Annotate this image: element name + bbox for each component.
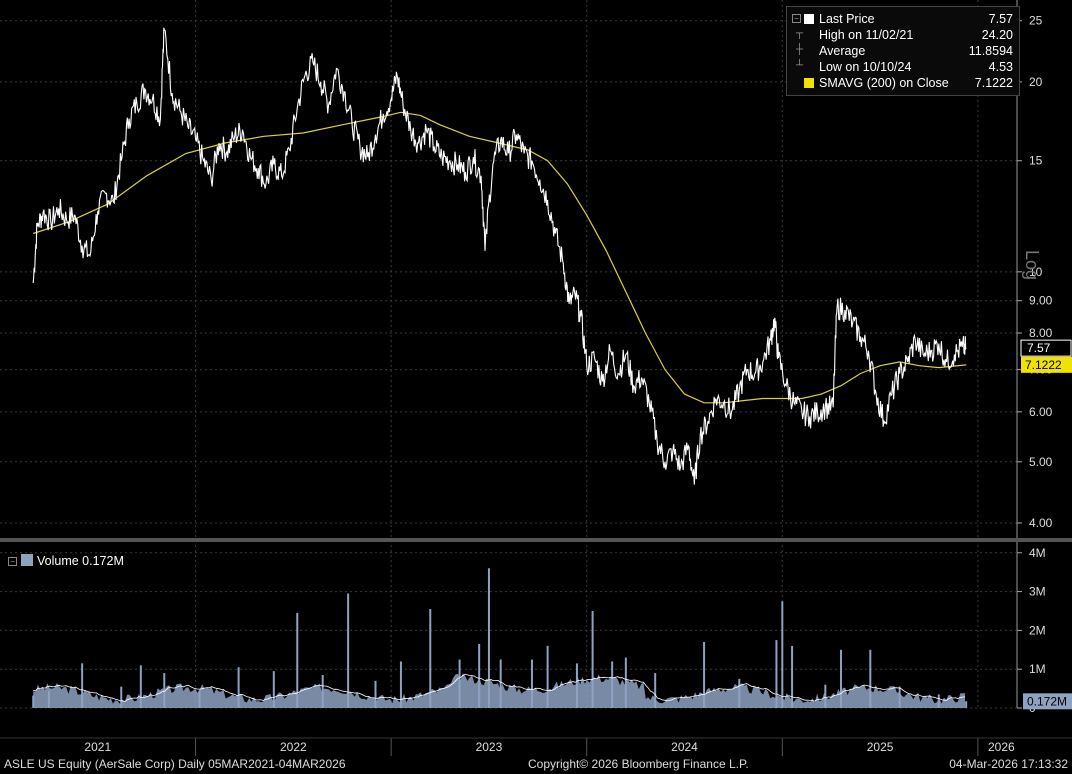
volume-tick-label: 4M [1029, 546, 1046, 560]
collapse-icon[interactable]: − [792, 14, 801, 23]
year-tick-label: 2022 [280, 740, 307, 754]
high-label: High on 11/02/21 [819, 28, 914, 42]
average-marker-icon: ┼ [796, 44, 804, 55]
volume-legend-label: Volume 0.172M [37, 554, 124, 568]
price-tick-label: 5.00 [1029, 455, 1053, 469]
legend-low: ┴ Low on 10/10/24 4.53 [787, 60, 1019, 76]
high-value: 24.20 [981, 28, 1013, 42]
legend-high: ┬ High on 11/02/21 24.20 [787, 28, 1019, 44]
collapse-icon[interactable]: − [8, 557, 17, 566]
footer-security: ASLE US Equity (AerSale Corp) Daily 05MA… [4, 757, 346, 771]
low-value: 4.53 [988, 60, 1013, 74]
price-tick-label: 25 [1029, 14, 1043, 28]
last-price-tag: 7.57 [1027, 341, 1051, 355]
low-marker-icon: ┴ [796, 60, 804, 71]
year-tick-label: 2026 [988, 740, 1015, 754]
chart-legend: − Last Price 7.57 ┬ High on 11/02/21 24.… [786, 6, 1020, 96]
volume-tag-box [1023, 693, 1072, 710]
year-tick-label: 2021 [84, 740, 111, 754]
volume-swatch [21, 554, 33, 566]
last-price-label: Last Price [819, 12, 875, 26]
sma-tag-box [1021, 356, 1072, 373]
last-price-swatch [804, 14, 814, 24]
price-tick-label: 8.00 [1029, 326, 1053, 340]
price-tick-label: 9.00 [1029, 294, 1053, 308]
last-price-value: 7.57 [988, 12, 1013, 26]
year-tick-label: 2024 [671, 740, 698, 754]
sma-value: 7.1222 [974, 76, 1013, 90]
volume-tag: 0.172M [1027, 694, 1067, 708]
legend-sma: SMAVG (200) on Close 7.1222 [787, 76, 1019, 92]
volume-legend: − Volume 0.172M [8, 554, 124, 568]
legend-last-price: − Last Price 7.57 [787, 12, 1019, 28]
last-price-tag-box [1020, 339, 1072, 357]
sma-tag: 7.1222 [1025, 358, 1062, 372]
price-tick-label: 15 [1029, 154, 1043, 168]
price-tick-label: 6.00 [1029, 405, 1053, 419]
last-price-line [32, 27, 967, 485]
low-label: Low on 10/10/24 [819, 60, 912, 74]
high-marker-icon: ┬ [796, 28, 804, 39]
price-tick-label: 20 [1029, 75, 1043, 89]
legend-average: ┼ Average 11.8594 [787, 44, 1019, 60]
volume-tick-label: 3M [1029, 585, 1046, 599]
average-label: Average [819, 44, 866, 58]
footer-timestamp: 04-Mar-2026 17:13:32 [949, 757, 1068, 771]
year-tick-label: 2023 [476, 740, 503, 754]
sma-label: SMAVG (200) on Close [819, 76, 949, 90]
panel-divider [0, 538, 1072, 542]
footer-copyright: Copyright© 2026 Bloomberg Finance L.P. [528, 757, 749, 771]
sma-swatch [804, 78, 814, 88]
year-tick-label: 2025 [867, 740, 894, 754]
sma-200-line [33, 111, 967, 404]
price-tick-label: 4.00 [1029, 516, 1053, 530]
volume-tick-label: 1M [1029, 662, 1046, 676]
volume-tick-label: 2M [1029, 623, 1046, 637]
log-scale-label: Log [1022, 250, 1042, 281]
volume-average-line [33, 673, 966, 702]
average-value: 11.8594 [968, 44, 1013, 58]
price-tick-label: 10 [1029, 265, 1043, 279]
